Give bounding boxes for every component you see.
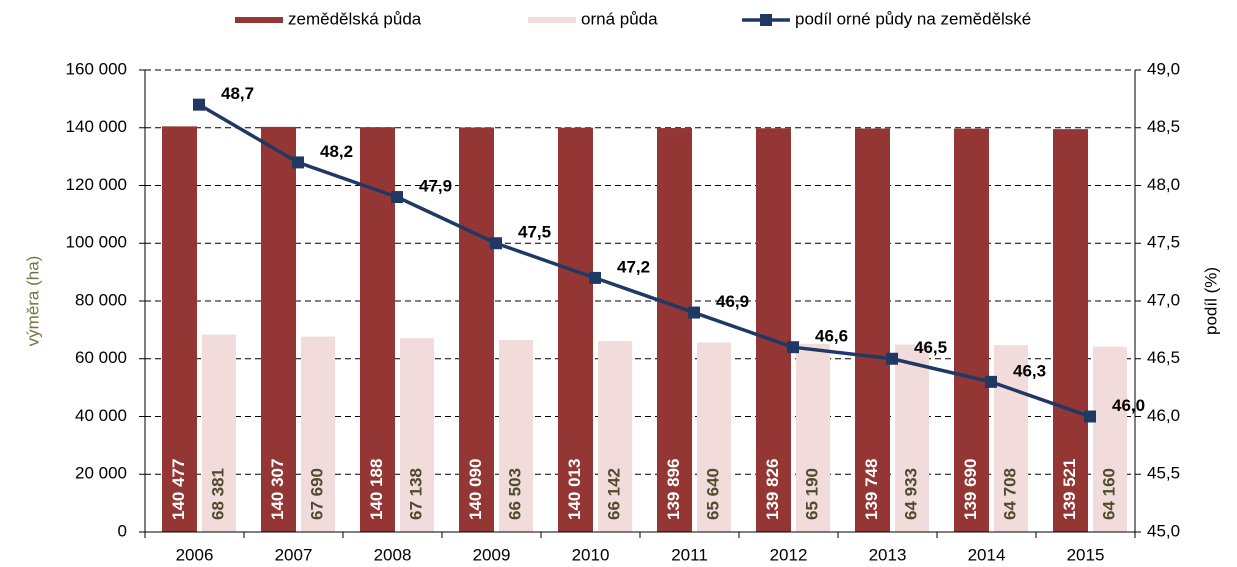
x-tick-label: 2012	[770, 545, 808, 564]
legend-swatch	[760, 14, 772, 26]
legend-label: orná půda	[581, 9, 658, 28]
bar	[499, 339, 533, 532]
bar-value-label: 66 142	[604, 468, 623, 520]
line-marker	[688, 306, 700, 319]
y-tick-label: 80 000	[75, 290, 127, 309]
bar	[855, 128, 890, 532]
bar	[895, 344, 929, 532]
y2-tick-label: 46,5	[1147, 348, 1180, 367]
legend-swatch	[528, 17, 576, 23]
bar-value-label: 139 826	[763, 459, 782, 520]
line-value-label: 46,3	[1013, 361, 1046, 380]
line-marker	[1084, 410, 1096, 423]
y2-tick-label: 48,5	[1147, 117, 1180, 136]
y-tick-label: 160 000	[66, 59, 127, 78]
y2-axis-label: podíl (%)	[1201, 267, 1220, 335]
line-marker	[391, 191, 403, 204]
bar	[657, 128, 692, 532]
bar	[756, 128, 791, 532]
bar	[994, 345, 1028, 532]
bar	[459, 127, 494, 533]
bar	[162, 126, 197, 532]
legend-label: zemědělská půda	[288, 9, 422, 28]
bar-value-label: 139 896	[664, 459, 683, 520]
bar-value-label: 139 748	[862, 459, 881, 520]
x-tick-label: 2009	[473, 545, 511, 564]
bar-value-label: 65 640	[703, 468, 722, 520]
bar-value-label: 64 708	[1000, 468, 1019, 520]
bar	[400, 338, 434, 532]
line-marker	[886, 352, 898, 365]
line-marker	[490, 237, 502, 250]
bar-value-label: 140 013	[565, 459, 584, 520]
bar-value-label: 139 690	[961, 459, 980, 520]
line-marker	[292, 156, 304, 169]
y-tick-label: 140 000	[66, 117, 127, 136]
bar-value-label: 64 933	[901, 468, 920, 520]
bar-value-label: 65 190	[802, 468, 821, 520]
bar-value-label: 66 503	[505, 468, 524, 520]
bar	[954, 128, 989, 532]
y2-tick-label: 46,0	[1147, 406, 1180, 425]
y-tick-label: 20 000	[75, 464, 127, 483]
bar	[697, 342, 731, 532]
y2-tick-label: 47,0	[1147, 290, 1180, 309]
x-tick-label: 2007	[275, 545, 313, 564]
line-value-label: 46,5	[914, 338, 947, 357]
y-axis-label: výměra (ha)	[23, 256, 42, 347]
bar	[796, 343, 830, 532]
x-tick-label: 2006	[176, 545, 214, 564]
line-value-label: 47,2	[617, 257, 650, 276]
x-tick-label: 2011	[671, 545, 708, 564]
y-tick-label: 60 000	[75, 348, 127, 367]
legend-swatch	[235, 17, 283, 23]
legend-label: podíl orné půdy na zemědělské	[795, 9, 1031, 28]
y-tick-label: 40 000	[75, 406, 127, 425]
y2-tick-label: 47,5	[1147, 233, 1180, 252]
line-marker	[985, 375, 997, 388]
y2-tick-label: 49,0	[1147, 59, 1180, 78]
bar	[1093, 346, 1127, 532]
y2-tick-label: 48,0	[1147, 175, 1180, 194]
line-marker	[787, 341, 799, 354]
line-value-label: 48,2	[320, 142, 353, 161]
bar-value-label: 140 477	[169, 459, 188, 520]
bar-value-label: 64 160	[1099, 468, 1118, 520]
x-tick-label: 2010	[572, 545, 610, 564]
y-tick-label: 120 000	[66, 175, 127, 194]
line-value-label: 46,9	[716, 292, 749, 311]
x-tick-label: 2014	[968, 545, 1006, 564]
bar-value-label: 139 521	[1060, 459, 1079, 520]
bar	[558, 127, 593, 532]
bar-value-label: 140 090	[466, 459, 485, 520]
line-value-label: 46,6	[815, 327, 848, 346]
x-tick-label: 2008	[374, 545, 412, 564]
bar-value-label: 67 690	[307, 468, 326, 520]
bar	[1053, 129, 1088, 532]
bar	[598, 341, 632, 532]
bar-value-label: 68 381	[208, 468, 227, 520]
y-tick-label: 0	[118, 521, 127, 540]
bar-value-label: 67 138	[406, 468, 425, 520]
line-marker	[193, 98, 205, 111]
bar	[202, 334, 236, 532]
line	[198, 103, 1091, 419]
y2-tick-label: 45,0	[1147, 521, 1180, 540]
y2-tick-label: 45,5	[1147, 464, 1180, 483]
bar	[261, 126, 296, 533]
line-value-label: 48,7	[221, 84, 254, 103]
line-value-label: 47,9	[419, 177, 452, 196]
x-tick-label: 2013	[869, 545, 907, 564]
x-tick-label: 2015	[1067, 545, 1105, 564]
line-marker	[589, 271, 601, 284]
y-tick-label: 100 000	[66, 233, 127, 252]
bar	[301, 336, 335, 532]
line-value-label: 47,5	[518, 223, 551, 242]
bar-value-label: 140 188	[367, 459, 386, 520]
bar-value-label: 140 307	[268, 459, 287, 520]
line-value-label: 46,0	[1112, 396, 1145, 415]
